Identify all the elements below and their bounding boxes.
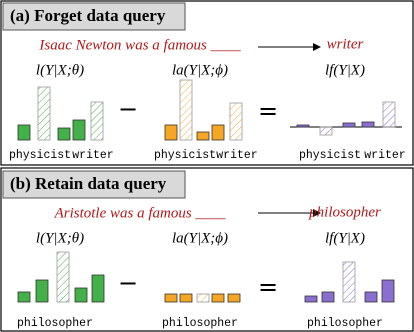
formula: la(Y|X;ϕ) (172, 230, 228, 246)
bar (211, 124, 225, 141)
bar (321, 291, 335, 303)
answer: philosopher (308, 204, 381, 220)
group-label: philosopher (162, 317, 238, 330)
group-label: physicist (299, 149, 361, 162)
panel-border (0, 0, 414, 166)
bar (164, 124, 178, 141)
formula: lf(Y|X) (325, 62, 365, 78)
bar (90, 101, 104, 141)
bar (381, 279, 395, 303)
minus: − (118, 95, 138, 123)
bar (57, 127, 71, 141)
query: Aristotle was a famous ____ (54, 205, 226, 221)
bar (196, 131, 210, 141)
bar (35, 279, 49, 303)
bar (17, 124, 31, 141)
bar (304, 295, 318, 303)
formula: lf(Y|X) (325, 230, 365, 246)
bar (196, 293, 210, 303)
panel-header: (b) Retain data query (10, 174, 167, 193)
panel-border (0, 167, 414, 332)
bar (179, 293, 193, 303)
group-label: physicist (154, 149, 216, 162)
bar (382, 101, 396, 128)
group-label: philosopher (307, 317, 383, 330)
bar (227, 293, 241, 303)
query: Isaac Newton was a famous ____ (38, 37, 241, 53)
formula: l(Y|X;θ) (36, 230, 84, 246)
bar (74, 287, 88, 303)
bar (229, 102, 243, 141)
bar (91, 274, 105, 303)
bar (361, 121, 375, 128)
bar (296, 124, 310, 128)
bar (342, 122, 356, 128)
header-box (2, 2, 186, 31)
formula: l(Y|X;θ) (36, 62, 84, 78)
group-label: writer (72, 149, 113, 162)
bar (17, 291, 31, 303)
bar (211, 293, 225, 303)
equals: = (258, 97, 278, 125)
equals: = (258, 273, 278, 301)
minus: − (118, 269, 138, 297)
panel-header: (a) Forget data query (10, 6, 166, 25)
group-label: philosopher (17, 317, 93, 330)
group-label: physicist (9, 149, 71, 162)
bar (179, 79, 193, 141)
bar (72, 119, 86, 141)
bar (364, 291, 378, 303)
bar (37, 86, 51, 141)
group-label: writer (364, 149, 405, 162)
answer: writer (327, 36, 364, 52)
header-box (2, 170, 186, 199)
bar (319, 126, 333, 136)
bar (56, 251, 70, 303)
formula: la(Y|X;ϕ) (172, 62, 228, 78)
bar (342, 261, 356, 303)
bar (164, 293, 178, 303)
group-label: writer (216, 149, 257, 162)
